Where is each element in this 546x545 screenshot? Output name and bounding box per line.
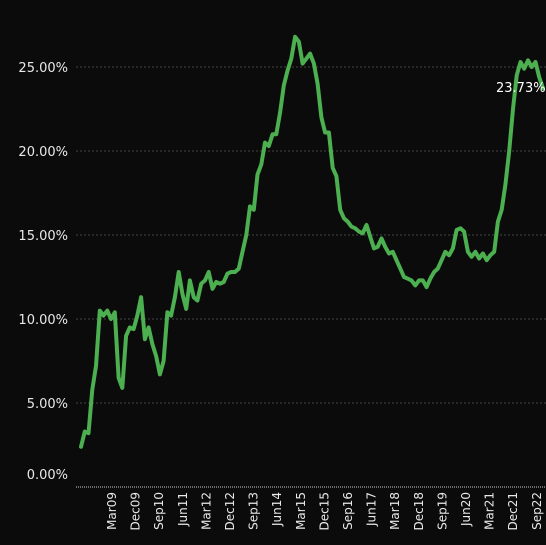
y-tick-label: 5.00%: [27, 397, 68, 412]
y-tick-label: 25.00%: [18, 61, 68, 76]
y-axis-ticks: 0.00% 5.00% 10.00% 15.00% 20.00% 25.00%: [18, 61, 68, 483]
x-tick-label: Jun14: [270, 492, 284, 527]
series-line: [79, 34, 545, 449]
x-tick-label: Dec21: [506, 492, 520, 531]
x-tick-label: Jun17: [365, 492, 379, 527]
y-tick-label: 0.00%: [27, 468, 68, 483]
y-tick-label: 20.00%: [18, 145, 68, 160]
y-tick-label: 10.00%: [18, 313, 68, 328]
x-axis-ticks: Mar09 Dec09 Sep10 Jun11 Mar12 Dec12 Sep13 Jun14…: [105, 492, 544, 531]
x-tick-label: Jun20: [459, 492, 473, 527]
x-tick-label: Sep22: [530, 492, 544, 530]
gridlines: [76, 66, 546, 404]
x-tick-label: Mar09: [105, 492, 119, 530]
x-tick-label: Dec18: [412, 492, 426, 531]
x-tick-label: Mar12: [199, 492, 213, 530]
x-tick-label: Dec15: [317, 492, 331, 531]
x-tick-label: Dec12: [223, 492, 237, 531]
x-tick-label: Sep13: [247, 492, 261, 530]
x-tick-label: Sep10: [152, 492, 166, 530]
x-tick-label: Mar15: [294, 492, 308, 530]
x-tick-label: Mar18: [388, 492, 402, 530]
x-tick-label: Dec09: [129, 492, 143, 531]
x-tick-label: Jun11: [176, 492, 190, 527]
end-value-label: 23.73%: [496, 81, 546, 96]
x-tick-label: Sep19: [435, 492, 449, 530]
x-tick-label: Sep16: [341, 492, 355, 530]
x-tick-label: Mar21: [483, 492, 497, 530]
y-tick-label: 15.00%: [18, 229, 68, 244]
